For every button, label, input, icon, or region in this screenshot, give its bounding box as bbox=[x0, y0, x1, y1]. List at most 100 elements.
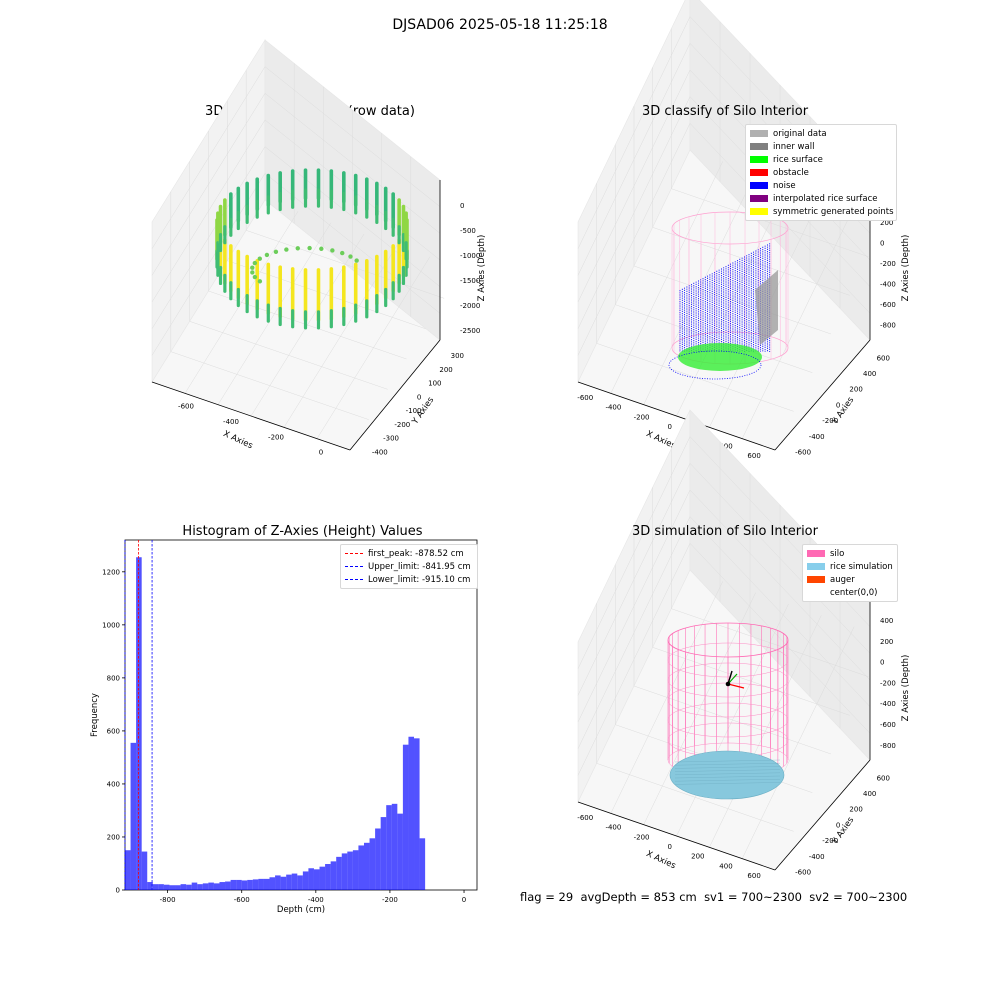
legend-label: noise bbox=[773, 180, 796, 191]
simulation-rice-mesh bbox=[674, 775, 781, 779]
simulation-rice-mesh bbox=[674, 763, 781, 766]
raw-ztick: -2500 bbox=[460, 327, 480, 335]
simulation-xtick: -600 bbox=[577, 814, 593, 822]
simulation-ztick: 400 bbox=[880, 617, 893, 625]
panel-histogram: Histogram of Z-Axies (Height) Values bbox=[125, 520, 480, 550]
classify-y-axis-line bbox=[774, 339, 871, 451]
simulation-legend-item: silo bbox=[807, 547, 893, 560]
histogram-bar bbox=[241, 880, 248, 890]
classify-rice-surface bbox=[678, 343, 762, 371]
simulation-ztick: -400 bbox=[880, 700, 896, 708]
classify-legend: original data inner wall rice surface obsta… bbox=[745, 124, 897, 221]
raw-ytick: -100 bbox=[406, 407, 422, 415]
status-sv2: sv2 = 700~2300 bbox=[809, 890, 908, 904]
histogram-xtick: -800 bbox=[160, 896, 176, 904]
raw-xtick: -200 bbox=[268, 433, 284, 441]
raw-scatter-inner bbox=[284, 247, 289, 252]
histogram-ylabel: Frequency bbox=[90, 693, 100, 737]
histogram-bar bbox=[386, 805, 392, 890]
classify-box bbox=[577, 0, 871, 451]
raw-box bbox=[151, 38, 445, 451]
histogram-bar bbox=[269, 877, 276, 890]
classify-legend-item: interpolated rice surface bbox=[750, 192, 892, 205]
classify-ytick: 600 bbox=[877, 354, 890, 362]
simulation-center-point bbox=[725, 681, 731, 687]
legend-swatch bbox=[807, 576, 825, 583]
classify-ytick: 400 bbox=[863, 370, 876, 378]
legend-swatch bbox=[750, 156, 768, 163]
simulation-xtick: 200 bbox=[691, 853, 704, 861]
raw-xtick: -400 bbox=[223, 418, 239, 426]
simulation-ztick: 200 bbox=[880, 638, 893, 646]
raw-ztick: -1500 bbox=[460, 277, 480, 285]
raw-xtick: 0 bbox=[319, 449, 323, 457]
panel-simulation-3d: 3D simulation of Silo Interior bbox=[560, 520, 890, 550]
histogram-bar bbox=[313, 869, 320, 890]
histogram-bar bbox=[419, 838, 426, 890]
legend-label: original data bbox=[773, 128, 827, 139]
simulation-ytick: -400 bbox=[809, 853, 825, 861]
histogram-bar bbox=[163, 884, 170, 890]
histogram-xlabel: Depth (cm) bbox=[277, 905, 325, 915]
raw-grid bbox=[246, 230, 445, 299]
raw-scatter-inner bbox=[250, 265, 255, 270]
histogram-bar bbox=[152, 884, 159, 890]
simulation-xtick: 400 bbox=[719, 862, 732, 870]
raw-ztick: 0 bbox=[460, 202, 464, 210]
simulation-ytick: 600 bbox=[877, 774, 890, 782]
histogram-bar bbox=[352, 850, 359, 890]
histogram-bar bbox=[130, 742, 137, 890]
histogram-bar bbox=[308, 868, 314, 890]
histogram-bar bbox=[136, 557, 142, 890]
simulation-ytick: -600 bbox=[795, 869, 811, 877]
simulation-xtick: 0 bbox=[667, 843, 671, 851]
histogram-bar bbox=[375, 828, 381, 890]
simulation-ztick: -200 bbox=[880, 679, 896, 687]
status-sv1: sv1 = 700~2300 bbox=[704, 890, 802, 904]
classify-ytick: -200 bbox=[822, 417, 838, 425]
simulation-legend-item: center(0,0) bbox=[807, 586, 893, 599]
simulation-rice-mesh bbox=[674, 772, 781, 775]
histogram-bar bbox=[219, 882, 226, 890]
classify-xtick: -400 bbox=[605, 404, 621, 412]
raw-ytick: -300 bbox=[383, 435, 399, 443]
raw-scatter-inner bbox=[319, 246, 324, 251]
classify-legend-item: symmetric generated points bbox=[750, 205, 894, 218]
histogram-ytick: 1200 bbox=[102, 568, 120, 576]
status-flag: flag = 29 bbox=[520, 890, 574, 904]
histogram-ytick: 800 bbox=[107, 674, 120, 682]
legend-line-swatch bbox=[345, 566, 363, 567]
simulation-ytick: -200 bbox=[822, 837, 838, 845]
classify-zlabel: Z Axies (Depth) bbox=[901, 235, 911, 302]
histogram-ytick: 0 bbox=[116, 887, 120, 895]
raw-xtick: -600 bbox=[178, 402, 194, 410]
histogram-bar bbox=[208, 882, 214, 890]
histogram-bar bbox=[358, 845, 364, 890]
classify-legend-item: rice surface bbox=[750, 153, 892, 166]
simulation-legend-item: rice simulation bbox=[807, 560, 893, 573]
legend-swatch bbox=[807, 550, 825, 557]
histogram-legend: first_peak: -878.52 cm Upper_limit: -841.… bbox=[340, 544, 478, 589]
classify-ytick: 0 bbox=[836, 401, 840, 409]
histogram-xtick: 0 bbox=[462, 896, 466, 904]
status-avg-depth: avgDepth = 853 cm bbox=[580, 890, 697, 904]
simulation-auger-x bbox=[727, 683, 745, 689]
simulation-rice-surface bbox=[669, 750, 785, 800]
figure-title: DJSAD06 2025-05-18 11:25:18 bbox=[392, 17, 608, 33]
histogram-bar bbox=[175, 885, 181, 890]
histogram-bar bbox=[186, 884, 192, 890]
raw-ytick: 0 bbox=[417, 393, 421, 401]
histogram-bar bbox=[230, 879, 237, 890]
raw-ytick: -400 bbox=[372, 448, 388, 456]
legend-line-swatch bbox=[345, 553, 363, 554]
simulation-ytick: 400 bbox=[863, 790, 876, 798]
histogram-bar bbox=[291, 873, 298, 890]
classify-xtick: -600 bbox=[577, 394, 593, 402]
histogram-bar bbox=[336, 856, 342, 890]
histogram-bar bbox=[414, 738, 420, 890]
histogram-bar bbox=[147, 882, 153, 890]
raw-scatter-inner bbox=[348, 254, 353, 259]
histogram-bar bbox=[158, 884, 164, 890]
raw-ztick: -1000 bbox=[460, 252, 480, 260]
histogram-ytick: 200 bbox=[107, 833, 120, 841]
